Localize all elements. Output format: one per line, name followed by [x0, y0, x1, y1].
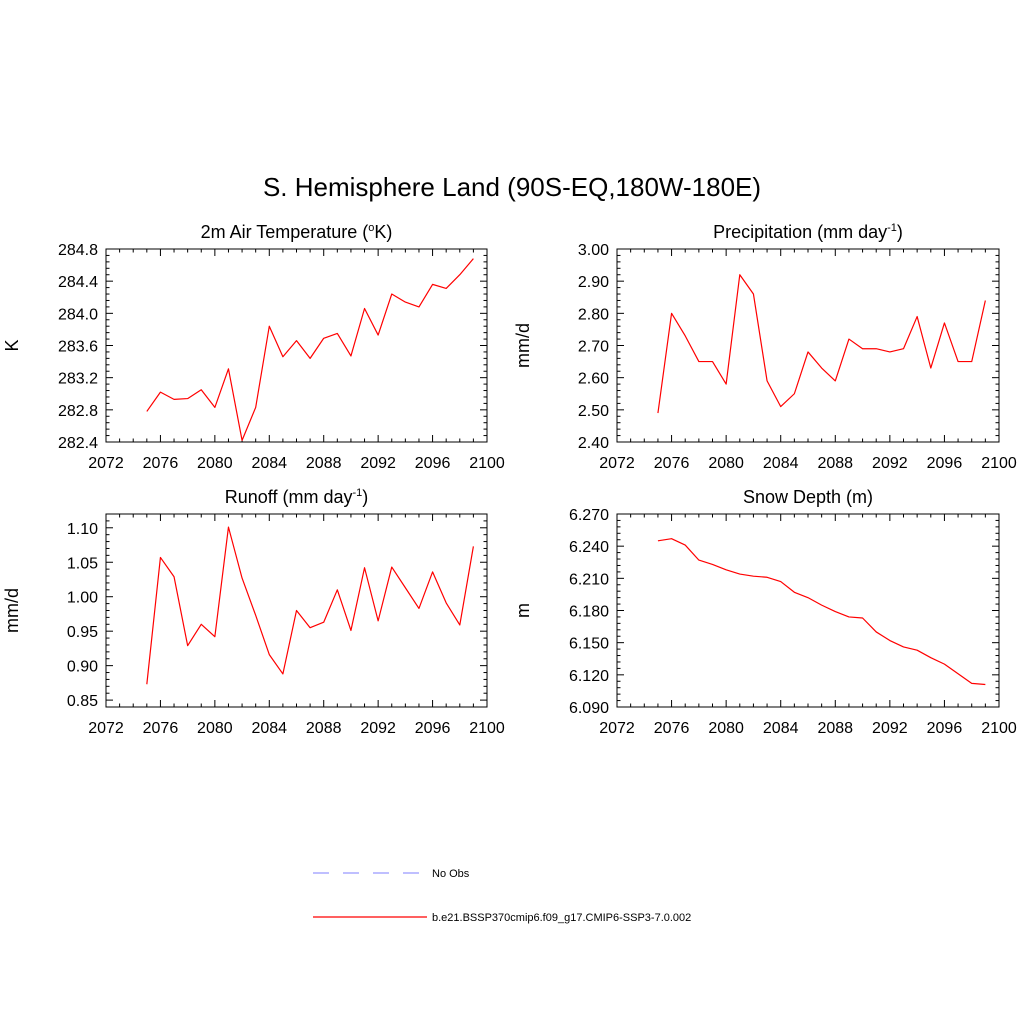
x-tick-label: 2076 — [654, 720, 690, 737]
x-tick-label: 2076 — [654, 455, 690, 472]
x-tick-label: 2088 — [817, 455, 853, 472]
x-tick-label: 2080 — [197, 455, 233, 472]
series-line — [657, 274, 986, 414]
y-tick-label: 1.00 — [67, 590, 98, 607]
x-tick-label: 2088 — [306, 455, 342, 472]
x-tick-label: 2076 — [143, 455, 179, 472]
x-tick-label: 2072 — [599, 455, 635, 472]
x-tick-label: 2092 — [360, 455, 396, 472]
x-tick-label: 2084 — [763, 720, 799, 737]
y-tick-label: 2.70 — [578, 339, 609, 356]
series-line — [657, 538, 986, 686]
y-tick-label: 0.90 — [67, 659, 98, 676]
y-tick-label: 6.270 — [569, 507, 609, 524]
y-tick-label: 284.8 — [58, 242, 98, 259]
x-tick-label: 2096 — [927, 720, 963, 737]
y-tick-label: 3.00 — [578, 242, 609, 259]
x-tick-label: 2088 — [817, 720, 853, 737]
series-line — [146, 258, 474, 441]
x-tick-label: 2084 — [251, 720, 287, 737]
panel-title-text: Runoff (mm day — [225, 487, 353, 507]
y-tick-label: 283.2 — [58, 371, 98, 388]
x-tick-label: 2080 — [708, 455, 744, 472]
y-tick-label: 6.210 — [569, 571, 609, 588]
panel-title: 2m Air Temperature (oK) — [201, 222, 393, 242]
panel-title-text: Snow Depth (m) — [743, 487, 873, 507]
figure-title: S. Hemisphere Land (90S-EQ,180W-180E) — [263, 172, 761, 202]
x-tick-label: 2096 — [415, 720, 451, 737]
y-tick-label: 284.4 — [58, 274, 98, 291]
y-tick-label: 0.95 — [67, 624, 98, 641]
panel-title: Precipitation (mm day-1) — [713, 222, 903, 242]
y-tick-label: 6.090 — [569, 700, 609, 717]
series-line — [146, 526, 474, 685]
chart-panels: 2m Air Temperature (oK) K 2072 2076 2080 2084… — [2, 222, 1017, 737]
panel-title-text: 2m Air Temperature ( — [201, 222, 369, 242]
y-tick-label: 1.10 — [67, 521, 98, 538]
y-tick-label: 1.05 — [67, 555, 98, 572]
x-tick-label: 2072 — [88, 720, 124, 737]
x-tick-label: 2100 — [981, 720, 1017, 737]
legend: No Obs b.e21.BSSP370cmip6.f09_g17.CMIP6-S… — [313, 868, 691, 924]
y-tick-label: 6.180 — [569, 604, 609, 621]
y-axis-label: K — [2, 339, 22, 351]
y-tick-label: 282.8 — [58, 403, 98, 420]
y-tick-label: 6.240 — [569, 539, 609, 556]
x-tick-label: 2080 — [708, 720, 744, 737]
legend-label: b.e21.BSSP370cmip6.f09_g17.CMIP6-SSP3-7.… — [432, 912, 691, 924]
y-tick-label: 284.0 — [58, 306, 98, 323]
panel-title: Runoff (mm day-1) — [225, 487, 369, 507]
x-tick-label: 2100 — [469, 720, 505, 737]
y-axis-label: m — [513, 603, 533, 618]
x-tick-label: 2080 — [197, 720, 233, 737]
x-tick-label: 2100 — [981, 455, 1017, 472]
panel-title-text: Precipitation (mm day — [713, 222, 887, 242]
panel-title: Snow Depth (m) — [743, 487, 873, 507]
y-tick-label: 282.4 — [58, 435, 98, 452]
y-tick-label: 2.40 — [578, 435, 609, 452]
chart-panel: Snow Depth (m) m 2072 2076 2080 2084 2088 2092 2… — [513, 487, 1017, 737]
chart-panel: Precipitation (mm day-1) mm/d 2072 2076 2080… — [513, 222, 1017, 472]
x-tick-label: 2092 — [360, 720, 396, 737]
x-tick-label: 2076 — [143, 720, 179, 737]
legend-entry: No Obs — [313, 868, 470, 880]
legend-entry: b.e21.BSSP370cmip6.f09_g17.CMIP6-SSP3-7.… — [313, 912, 691, 924]
y-tick-label: 2.80 — [578, 306, 609, 323]
x-tick-label: 2084 — [251, 455, 287, 472]
y-tick-label: 6.150 — [569, 636, 609, 653]
legend-label: No Obs — [432, 868, 470, 880]
x-tick-label: 2092 — [872, 720, 908, 737]
x-tick-label: 2084 — [763, 455, 799, 472]
panel-title-suffix: ) — [897, 222, 903, 242]
chart-panel: Runoff (mm day-1) mm/d 2072 2076 2080 2084 208… — [2, 487, 505, 737]
panel-title-suffix: ) — [362, 487, 368, 507]
x-tick-label: 2072 — [599, 720, 635, 737]
y-tick-label: 2.90 — [578, 274, 609, 291]
x-tick-label: 2096 — [927, 455, 963, 472]
panel-title-suffix: K) — [374, 222, 392, 242]
y-tick-label: 0.85 — [67, 693, 98, 710]
x-tick-label: 2096 — [415, 455, 451, 472]
y-tick-label: 2.50 — [578, 403, 609, 420]
y-axis-label: mm/d — [513, 323, 533, 368]
x-tick-label: 2088 — [306, 720, 342, 737]
y-tick-label: 283.6 — [58, 339, 98, 356]
x-tick-label: 2092 — [872, 455, 908, 472]
x-tick-label: 2100 — [469, 455, 505, 472]
panel-title-superscript: -1 — [887, 222, 897, 234]
y-tick-label: 2.60 — [578, 371, 609, 388]
panel-title-superscript: o — [368, 222, 374, 234]
x-tick-label: 2072 — [88, 455, 124, 472]
panel-title-superscript: -1 — [352, 487, 362, 499]
chart-panel: 2m Air Temperature (oK) K 2072 2076 2080 2084… — [2, 222, 505, 472]
y-axis-label: mm/d — [2, 588, 22, 633]
y-tick-label: 6.120 — [569, 668, 609, 685]
